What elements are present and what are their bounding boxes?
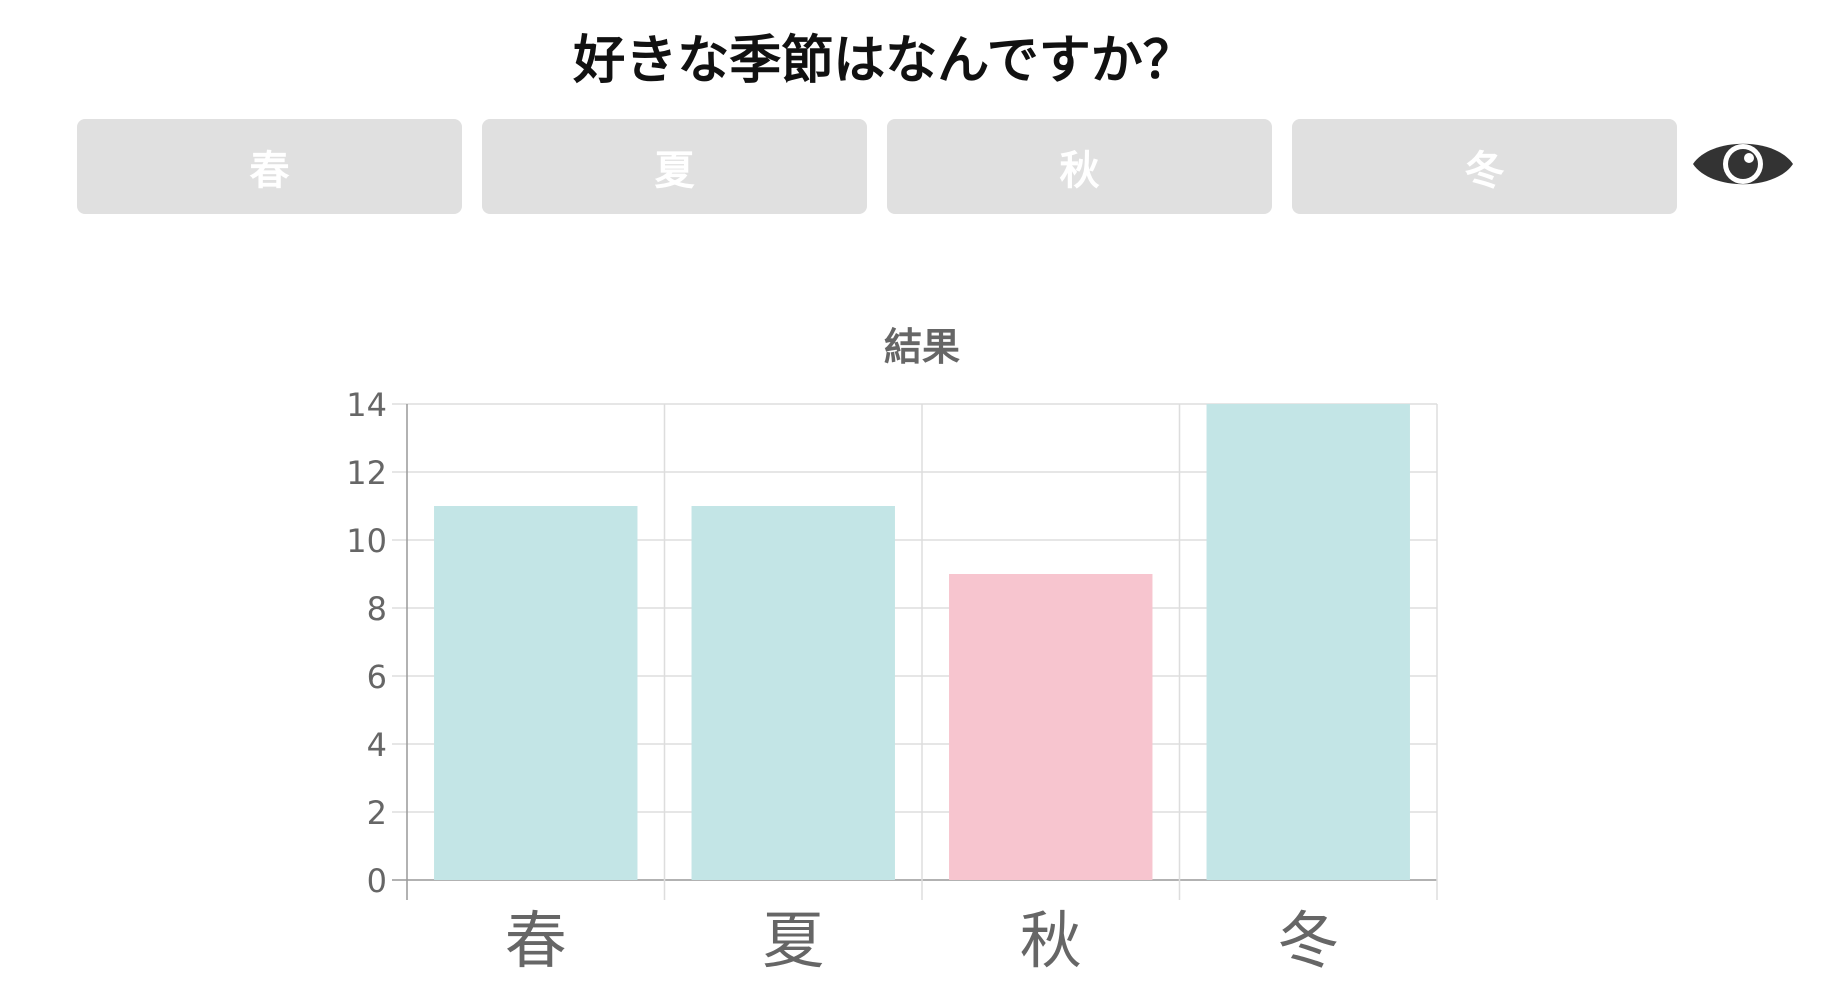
toggle-results-button[interactable] xyxy=(1690,124,1796,204)
choice-buttons: 春 夏 秋 冬 xyxy=(77,119,1677,214)
y-tick-label: 2 xyxy=(367,794,387,832)
choice-button-autumn[interactable]: 秋 xyxy=(887,119,1272,214)
y-tick-label: 10 xyxy=(346,522,387,560)
choice-button-spring[interactable]: 春 xyxy=(77,119,462,214)
bar-2 xyxy=(691,506,895,880)
bar-3 xyxy=(949,574,1153,880)
y-tick-label: 4 xyxy=(367,726,387,764)
chart-title: 結果 xyxy=(884,325,960,369)
question-title: 好きな季節はなんですか？ xyxy=(573,31,1195,91)
y-tick-label: 12 xyxy=(346,454,387,492)
y-tick-label: 0 xyxy=(367,862,387,900)
y-tick-label: 14 xyxy=(346,386,387,424)
bar-chart: 結果 0 2 4 6 8 10 12 14 春 夏 秋 冬 xyxy=(346,325,1438,977)
x-tick-label: 夏 xyxy=(762,904,824,977)
eye-icon xyxy=(1693,143,1793,185)
y-tick-label: 6 xyxy=(367,658,387,696)
results-chart: 結果 0 2 4 6 8 10 12 14 春 夏 秋 冬 xyxy=(0,320,1824,980)
choice-button-winter[interactable]: 冬 xyxy=(1292,119,1677,214)
bar-4 xyxy=(1206,404,1410,880)
bar-1 xyxy=(434,506,638,880)
y-tick-label: 8 xyxy=(367,590,387,628)
x-tick-label: 春 xyxy=(505,904,567,977)
x-tick-label: 冬 xyxy=(1277,904,1339,977)
choice-button-summer[interactable]: 夏 xyxy=(482,119,867,214)
x-tick-label: 秋 xyxy=(1020,904,1082,977)
